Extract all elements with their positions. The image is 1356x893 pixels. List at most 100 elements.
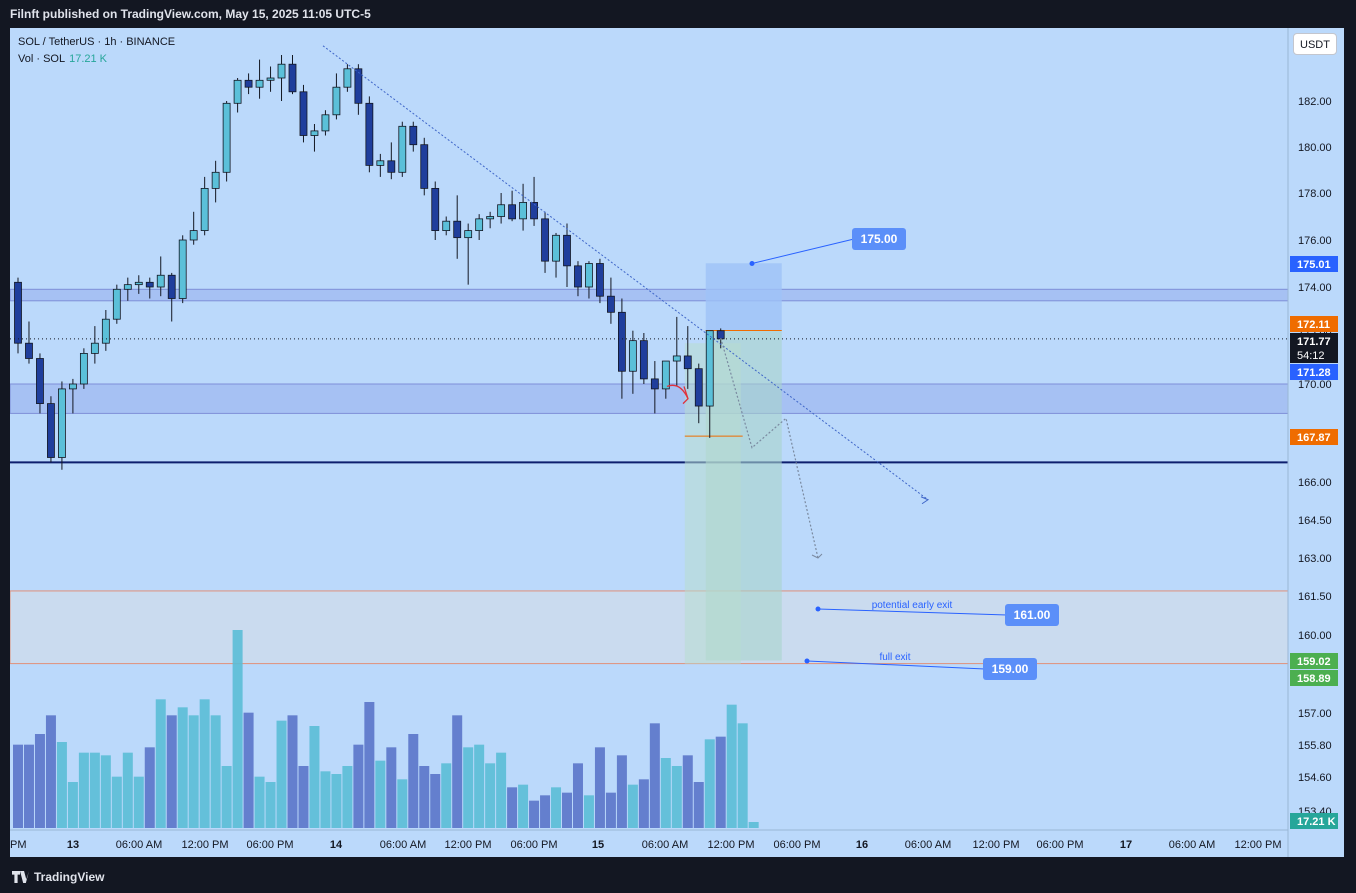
tp2-price-badge[interactable] [1290,670,1338,686]
candle[interactable] [628,340,637,372]
volume-price-badge[interactable] [1290,813,1338,829]
candle[interactable] [431,187,440,231]
candle[interactable] [167,274,176,299]
callout-anchor[interactable] [815,606,821,612]
callout-anchor[interactable] [749,261,755,266]
candle[interactable] [475,218,484,232]
projected-path[interactable] [720,337,819,559]
marker-price-badge[interactable] [1290,429,1338,445]
candle[interactable] [244,79,253,88]
candle[interactable] [694,368,703,407]
candle[interactable] [90,342,99,354]
volume-bar [660,758,671,828]
callout-anchor[interactable] [804,658,810,664]
candle[interactable] [134,281,143,286]
candle[interactable] [266,77,275,81]
candle[interactable] [47,403,55,458]
time-axis[interactable]: PM 13 06:00 AM 12:00 PM 06:00 PM 14 06:00 AM 12… [10,839,1282,851]
candle[interactable] [661,360,670,390]
callout-box[interactable] [983,658,1037,680]
x-tick-label: 06:00 PM [1036,839,1083,851]
candle[interactable] [354,68,363,104]
candle[interactable] [618,311,626,372]
candle[interactable] [464,230,473,239]
candle[interactable] [365,102,374,166]
candle[interactable] [607,295,615,313]
candle[interactable] [332,86,341,116]
candle[interactable] [211,171,220,189]
candle[interactable] [497,204,506,217]
candle[interactable] [156,274,165,288]
candle[interactable] [596,263,604,297]
candle[interactable] [486,216,495,220]
candle[interactable] [14,281,22,344]
candle[interactable] [123,284,132,290]
candle[interactable] [585,263,593,288]
candle[interactable] [58,388,66,458]
tradingview-logo[interactable]: TradingView [12,870,104,884]
candle[interactable] [574,265,582,288]
x-tick-label: 06:00 AM [642,839,688,851]
candle[interactable] [409,125,418,146]
currency-button[interactable]: USDT [1293,33,1337,55]
candle[interactable] [321,114,330,132]
candle[interactable] [145,281,154,288]
callout-box[interactable] [1005,604,1059,626]
candle[interactable] [299,91,308,136]
candle[interactable] [376,160,385,166]
callout[interactable]: 159.00 full exit [804,652,1038,680]
candle[interactable] [672,355,681,362]
candle[interactable] [310,130,319,136]
volume-bar [13,744,23,828]
candle[interactable] [69,383,77,390]
candle[interactable] [705,330,714,407]
tp1-price-badge[interactable] [1290,653,1338,669]
candle[interactable] [420,144,429,189]
volume-bar [342,766,353,828]
candle[interactable] [101,318,110,344]
candle[interactable] [563,234,571,267]
candle[interactable] [442,220,451,231]
x-tick-label: 12:00 PM [972,839,1019,851]
price-axis[interactable]: 182.00180.00178.00176.00174.00172.00170.… [1298,96,1332,818]
candle[interactable] [552,234,560,262]
entry-price-badge[interactable] [1290,364,1338,380]
candle[interactable] [79,352,88,385]
candle[interactable] [189,230,198,241]
candle[interactable] [222,102,231,173]
candle[interactable] [541,218,549,262]
target-price-badge[interactable] [1290,256,1338,272]
callout[interactable]: 175.00 [749,228,907,266]
trend-line[interactable] [322,45,929,501]
volume-bar [441,763,452,828]
candle[interactable] [398,125,407,173]
callout-box[interactable] [852,228,906,250]
candle[interactable] [200,187,209,231]
target-box[interactable] [705,263,782,331]
candle[interactable] [453,220,462,239]
candle[interactable] [343,68,352,88]
current-price-badge[interactable] [1290,333,1338,363]
candle[interactable] [112,288,121,320]
candle[interactable] [233,79,242,104]
stop-price-badge[interactable] [1290,316,1338,332]
candle[interactable] [255,79,264,88]
candle[interactable] [508,204,517,220]
candle[interactable] [683,355,692,370]
candle[interactable] [277,63,286,79]
candle[interactable] [639,340,648,380]
candle[interactable] [25,342,33,359]
candle[interactable] [387,160,396,173]
candle[interactable] [716,330,725,340]
symbol-text: SOL / TetherUS · 1h · BINANCE [18,36,176,48]
candle[interactable] [178,239,187,299]
candle[interactable] [36,358,44,404]
candle[interactable] [288,63,297,93]
candle[interactable] [519,201,527,220]
candle[interactable] [530,201,538,220]
symbol-legend: SOL / TetherUS · 1h · BINANCE [18,36,175,48]
volume-bar [23,744,34,828]
candle[interactable] [650,378,659,390]
callout[interactable]: 161.00 potential early exit [815,600,1060,626]
